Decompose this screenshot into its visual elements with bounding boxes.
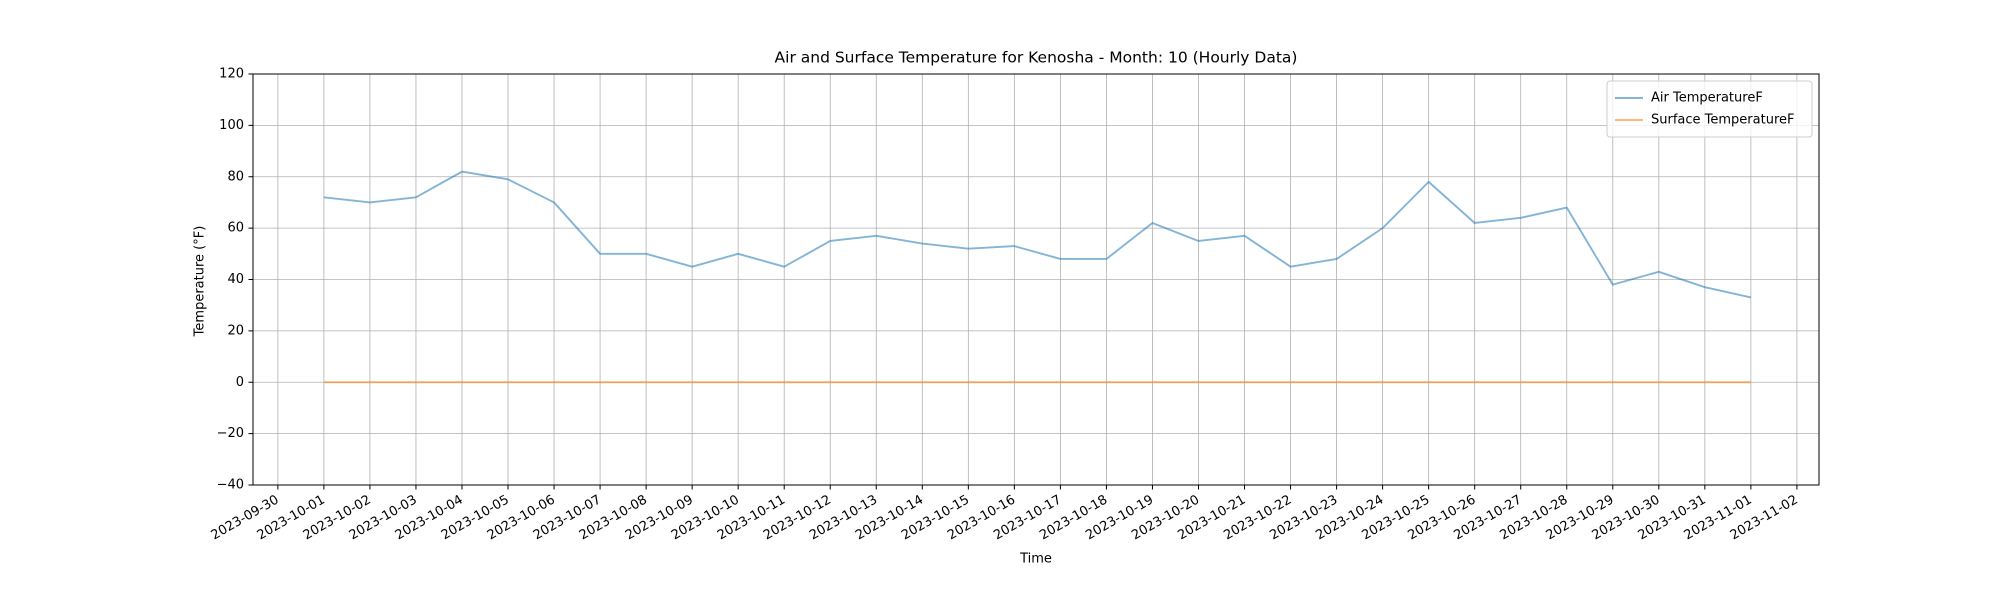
legend-label: Surface TemperatureF [1651,113,1794,128]
y-tick-label: 80 [227,169,244,184]
x-axis-label: Time [1019,552,1052,567]
plot-frame [252,73,1820,486]
y-tick-label: −40 [217,478,244,493]
y-axis-label: Temperature (°F) [193,226,208,338]
chart-title: Air and Surface Temperature for Kenosha … [775,49,1298,67]
legend-label: Air TemperatureF [1651,91,1763,106]
y-tick-label: 120 [219,67,244,82]
y-tick-label: −20 [217,426,244,441]
y-tick-label: 100 [219,118,244,133]
series-line [323,170,1752,299]
y-tick-label: 20 [227,323,244,338]
y-tick-label: 40 [227,272,244,287]
y-tick-label: 60 [227,221,244,236]
legend-box [1606,80,1813,138]
y-tick-label: 0 [236,375,244,390]
